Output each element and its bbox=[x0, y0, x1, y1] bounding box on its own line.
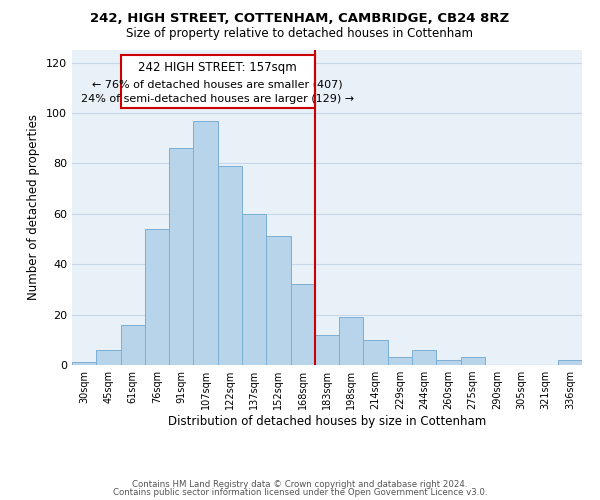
Bar bbox=[193, 120, 218, 365]
Bar bbox=[436, 360, 461, 365]
Y-axis label: Number of detached properties: Number of detached properties bbox=[28, 114, 40, 300]
Bar bbox=[169, 148, 193, 365]
Bar bbox=[121, 324, 145, 365]
Text: 24% of semi-detached houses are larger (129) →: 24% of semi-detached houses are larger (… bbox=[81, 94, 354, 104]
Bar bbox=[96, 350, 121, 365]
Text: ← 76% of detached houses are smaller (407): ← 76% of detached houses are smaller (40… bbox=[92, 79, 343, 89]
Text: Size of property relative to detached houses in Cottenham: Size of property relative to detached ho… bbox=[127, 28, 473, 40]
Bar bbox=[290, 284, 315, 365]
Bar bbox=[558, 360, 582, 365]
Text: Contains HM Land Registry data © Crown copyright and database right 2024.: Contains HM Land Registry data © Crown c… bbox=[132, 480, 468, 489]
Bar bbox=[242, 214, 266, 365]
Bar bbox=[364, 340, 388, 365]
Bar bbox=[339, 317, 364, 365]
Text: Contains public sector information licensed under the Open Government Licence v3: Contains public sector information licen… bbox=[113, 488, 487, 497]
Bar bbox=[72, 362, 96, 365]
Bar bbox=[266, 236, 290, 365]
Bar bbox=[145, 229, 169, 365]
Text: 242, HIGH STREET, COTTENHAM, CAMBRIDGE, CB24 8RZ: 242, HIGH STREET, COTTENHAM, CAMBRIDGE, … bbox=[91, 12, 509, 26]
Bar bbox=[315, 335, 339, 365]
FancyBboxPatch shape bbox=[121, 55, 315, 108]
Bar bbox=[218, 166, 242, 365]
Text: 242 HIGH STREET: 157sqm: 242 HIGH STREET: 157sqm bbox=[139, 61, 297, 74]
X-axis label: Distribution of detached houses by size in Cottenham: Distribution of detached houses by size … bbox=[168, 415, 486, 428]
Bar bbox=[461, 358, 485, 365]
Bar bbox=[388, 358, 412, 365]
Bar bbox=[412, 350, 436, 365]
